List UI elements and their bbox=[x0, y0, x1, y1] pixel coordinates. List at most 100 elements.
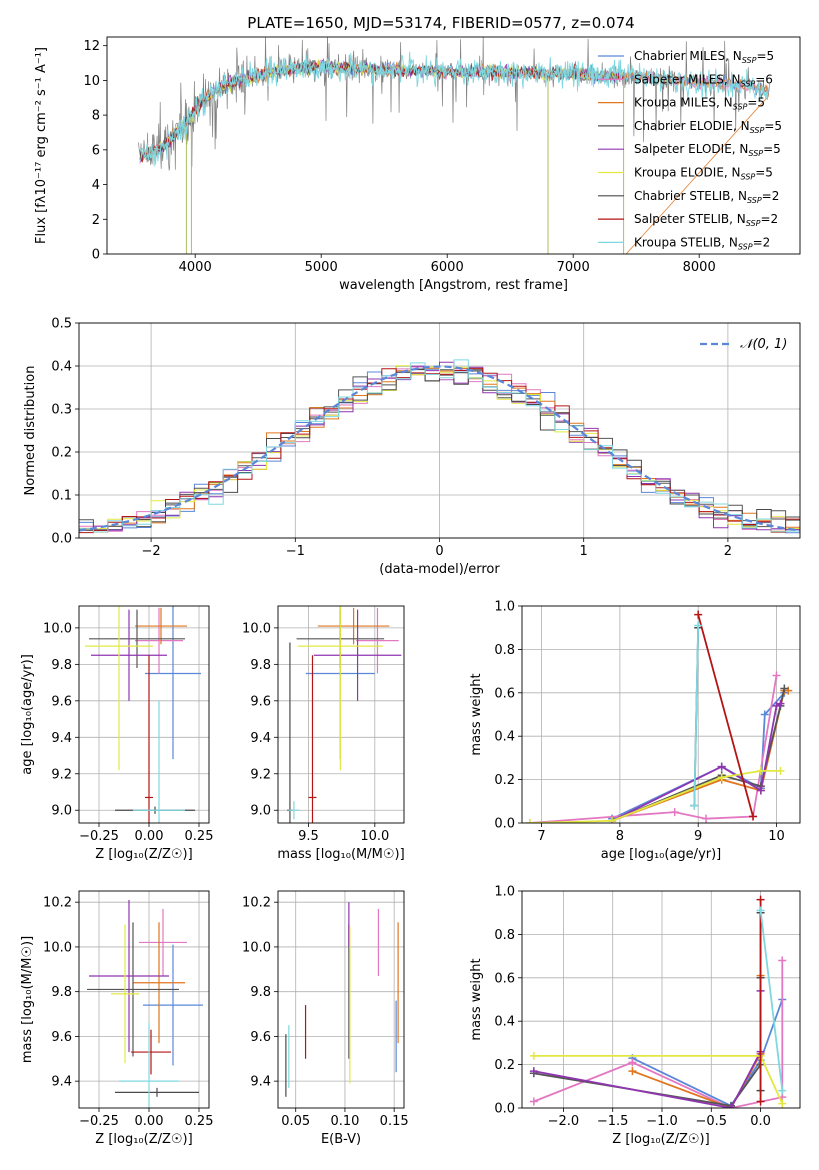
weight-marker bbox=[702, 814, 711, 823]
weight-marker bbox=[525, 819, 534, 823]
y-axis-label: mass [log₁₀(M/M☉)] bbox=[20, 936, 35, 1063]
y-tick-label: 0.4 bbox=[494, 1015, 515, 1030]
y-tick-label: 9.0 bbox=[250, 804, 271, 819]
weight-marker bbox=[628, 1058, 637, 1067]
x-axis-label: age [log₁₀(age/yr)] bbox=[601, 847, 722, 862]
x-tick-label: −0.25 bbox=[79, 1114, 119, 1129]
residuals-plot-area bbox=[79, 359, 800, 534]
y-tick-label: 0.5 bbox=[51, 317, 72, 332]
x-tick-label: 0.25 bbox=[185, 1114, 214, 1129]
x-tick-label: −1 bbox=[286, 544, 305, 559]
x-tick-label: 0.10 bbox=[330, 1114, 359, 1129]
y-axis-label: Flux [fλ10⁻¹⁷ erg cm⁻² s⁻¹ A⁻¹] bbox=[34, 47, 49, 244]
y-tick-label: 9.8 bbox=[51, 985, 72, 1000]
y-tick-label: 12 bbox=[83, 39, 100, 54]
axes-frame bbox=[78, 322, 801, 539]
weight-line bbox=[533, 960, 784, 1108]
weight-marker bbox=[778, 956, 787, 965]
y-tick-label: 0.2 bbox=[51, 446, 72, 461]
legend-label: Kroupa MILES, NSSP=5 bbox=[634, 96, 765, 112]
weight-marker bbox=[529, 1097, 538, 1106]
legend-label: 𝒩(0, 1) bbox=[740, 337, 787, 352]
residual-histogram bbox=[79, 369, 800, 531]
x-tick-label: −1.0 bbox=[646, 1114, 678, 1129]
y-tick-label: 6 bbox=[92, 143, 100, 158]
y-tick-label: 0.0 bbox=[494, 817, 515, 832]
weight-marker bbox=[628, 1067, 637, 1076]
y-tick-label: 10.0 bbox=[242, 940, 271, 955]
y-axis-label: mass weight bbox=[469, 673, 484, 755]
weights_vs_Z-panel: −2.0 −1.5 −1.0 −0.5 0.0 0.0 0.2 0.4 0.6 0.8 1.0 Z [… bbox=[469, 885, 801, 1147]
y-tick-label: 0.6 bbox=[494, 686, 515, 701]
y-tick-label: 10.2 bbox=[43, 896, 72, 911]
y-tick-label: 9.2 bbox=[250, 767, 271, 782]
x-tick-label: 0.25 bbox=[185, 829, 214, 844]
x-tick-label: 4000 bbox=[179, 260, 212, 275]
weight-marker bbox=[778, 1086, 787, 1095]
weight-marker bbox=[670, 808, 679, 817]
weight-marker bbox=[756, 1097, 765, 1106]
spectrum-plot-area bbox=[138, 37, 770, 254]
x-tick-label: −1.5 bbox=[597, 1114, 629, 1129]
legend-label: Kroupa STELIB, NSSP=2 bbox=[634, 235, 770, 251]
weight-marker bbox=[690, 801, 699, 810]
age_vs_Z-panel: −0.25 0.00 0.25 9.0 9.2 9.4 9.6 9.8 10.0 Z [log₁₀… bbox=[20, 605, 214, 862]
x-tick-label: 9 bbox=[694, 829, 702, 844]
y-tick-label: 9.6 bbox=[250, 694, 271, 709]
y-tick-label: 9.8 bbox=[51, 658, 72, 673]
x-axis-label: mass [log₁₀(M/M☉)] bbox=[277, 847, 404, 862]
weight-marker bbox=[776, 699, 785, 708]
mass_vs_ebv-panel: 0.05 0.10 0.15 9.4 9.6 9.8 10.0 10.2 E(B-V) bbox=[242, 890, 409, 1147]
x-axis-label: (data-model)/error bbox=[379, 562, 500, 577]
weight-marker bbox=[529, 1051, 538, 1060]
x-tick-label: 0.00 bbox=[135, 1114, 164, 1129]
y-tick-label: 1.0 bbox=[494, 600, 515, 615]
weight-marker bbox=[778, 1099, 787, 1108]
weight-line bbox=[632, 999, 784, 1107]
weight-line bbox=[533, 977, 762, 1107]
y-tick-label: 2 bbox=[92, 213, 100, 228]
y-tick-label: 4 bbox=[92, 178, 100, 193]
model-spectrum-line bbox=[139, 51, 769, 167]
axes-frame bbox=[521, 605, 801, 824]
weight-line bbox=[533, 990, 762, 1108]
y-tick-label: 9.2 bbox=[51, 767, 72, 782]
y-tick-label: 10.0 bbox=[242, 621, 271, 636]
y-tick-label: 0 bbox=[92, 248, 100, 263]
weight-line bbox=[759, 910, 784, 1091]
age_vs_Z-plot-area bbox=[85, 606, 201, 823]
x-axis-label: Z [log₁₀(Z/Z☉)] bbox=[95, 1132, 192, 1147]
legend-label: Chabrier MILES, NSSP=5 bbox=[634, 49, 774, 65]
y-tick-label: 10.2 bbox=[242, 896, 271, 911]
weight-line bbox=[697, 614, 754, 817]
y-tick-label: 10.0 bbox=[43, 940, 72, 955]
axes-frame bbox=[78, 890, 210, 1109]
x-tick-label: 8000 bbox=[683, 260, 716, 275]
y-tick-label: 9.4 bbox=[250, 1075, 271, 1090]
weight-line bbox=[693, 625, 700, 806]
axes-frame bbox=[521, 890, 801, 1109]
weight-marker bbox=[756, 895, 765, 904]
y-axis-label: age [log₁₀(age/yr)] bbox=[20, 654, 35, 775]
y-tick-label: 0.0 bbox=[51, 532, 72, 547]
x-tick-label: 7 bbox=[537, 829, 545, 844]
y-tick-label: 0.6 bbox=[494, 971, 515, 986]
weight-marker bbox=[694, 621, 703, 630]
y-tick-label: 10 bbox=[83, 74, 100, 89]
weight-marker bbox=[694, 610, 703, 619]
y-tick-label: 9.6 bbox=[250, 1030, 271, 1045]
figure-title: PLATE=1650, MJD=53174, FIBERID=0577, z=0… bbox=[247, 14, 634, 32]
y-tick-label: 9.4 bbox=[51, 1075, 72, 1090]
y-tick-label: 0.8 bbox=[494, 928, 515, 943]
x-tick-label: −0.25 bbox=[79, 829, 119, 844]
weight-marker bbox=[717, 773, 726, 782]
weight-marker bbox=[756, 786, 765, 795]
y-tick-label: 0.2 bbox=[494, 773, 515, 788]
axes-frame bbox=[277, 890, 405, 1109]
legend-label: Kroupa ELODIE, NSSP=5 bbox=[634, 166, 773, 182]
y-tick-label: 10.0 bbox=[43, 621, 72, 636]
y-axis-label: mass weight bbox=[469, 958, 484, 1040]
weights_vs_age-panel: 7 8 9 10 0.0 0.2 0.4 0.6 0.8 1.0 age [log₁₀(age/yr… bbox=[469, 600, 801, 862]
x-tick-label: 8 bbox=[616, 829, 624, 844]
x-tick-label: 10.0 bbox=[360, 829, 389, 844]
